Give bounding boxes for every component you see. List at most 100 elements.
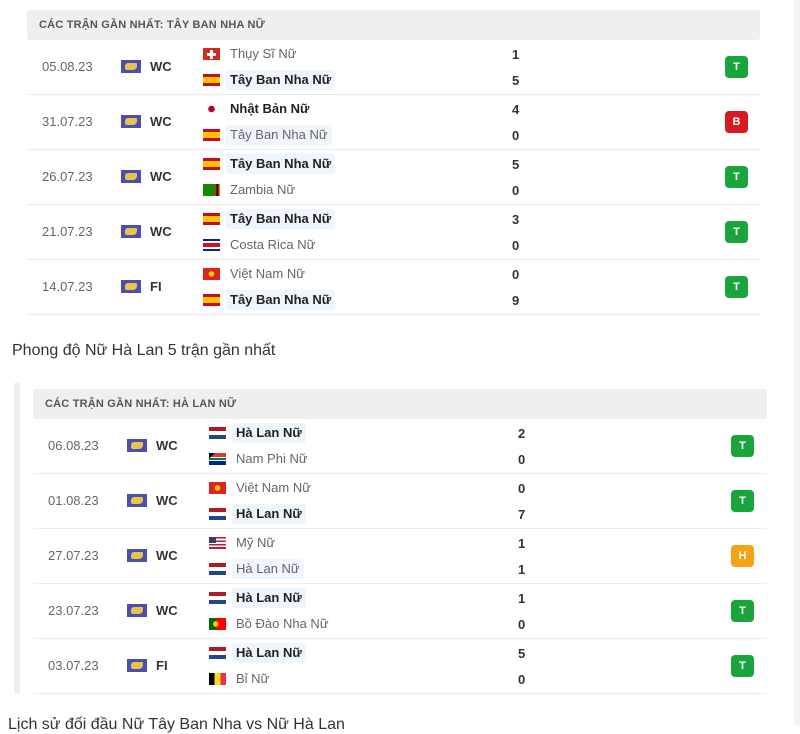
jp-flag-icon (203, 103, 220, 115)
netherlands-recent-matches: CÁC TRẬN GẦN NHẤT: HÀ LAN NỮ 06.08.23 WC H… (33, 389, 767, 694)
result-badge: T (725, 276, 748, 298)
es-flag-icon (203, 158, 220, 170)
match-row[interactable]: 27.07.23 WC Mỹ Nữ Hà Lan Nữ 1 1 H (33, 529, 767, 584)
page-scrollbar-track[interactable] (794, 0, 800, 725)
team-name[interactable]: Tây Ban Nha Nữ (226, 154, 336, 174)
result-badge: T (725, 56, 748, 78)
tournament-icon (121, 115, 141, 128)
match-row[interactable]: 26.07.23 WC Tây Ban Nha Nữ Zambia Nữ 5 0 T (27, 150, 760, 205)
result-badge: H (731, 545, 754, 567)
tournament-icon (121, 60, 141, 73)
league-name[interactable]: FI (156, 658, 168, 673)
es-flag-icon (203, 213, 220, 225)
za-flag-icon (209, 453, 226, 465)
league-name[interactable]: WC (150, 224, 172, 239)
match-date: 27.07.23 (48, 548, 99, 563)
nl-flag-icon (209, 592, 226, 604)
es-flag-icon (203, 129, 220, 141)
match-date: 23.07.23 (48, 603, 99, 618)
nl-flag-icon (209, 563, 226, 575)
zm-flag-icon (203, 184, 220, 196)
league-name[interactable]: WC (150, 114, 172, 129)
team-name[interactable]: Việt Nam Nữ (236, 480, 311, 495)
away-score: 5 (512, 73, 520, 88)
tournament-icon (127, 659, 147, 672)
match-date: 21.07.23 (42, 224, 93, 239)
team-name[interactable]: Bỉ Nữ (236, 671, 270, 686)
result-badge: T (731, 435, 754, 457)
team-name[interactable]: Mỹ Nữ (236, 535, 276, 550)
vn-flag-icon (209, 482, 226, 494)
team-name[interactable]: Tây Ban Nha Nữ (226, 70, 336, 90)
match-row[interactable]: 21.07.23 WC Tây Ban Nha Nữ Costa Rica Nữ 3 0 T (27, 205, 760, 260)
home-score: 1 (518, 591, 526, 606)
team-name[interactable]: Hà Lan Nữ (232, 423, 306, 443)
away-score: 0 (512, 238, 520, 253)
home-score: 1 (512, 47, 520, 62)
nl-flag-icon (209, 647, 226, 659)
match-date: 01.08.23 (48, 493, 99, 508)
match-row[interactable]: 23.07.23 WC Hà Lan Nữ Bồ Đào Nha Nữ 1 0 T (33, 584, 767, 639)
league-name[interactable]: WC (156, 603, 178, 618)
match-row[interactable]: 06.08.23 WC Hà Lan Nữ Nam Phi Nữ 2 0 T (33, 419, 767, 474)
tournament-icon (127, 604, 147, 617)
match-row[interactable]: 03.07.23 FI Hà Lan Nữ Bỉ Nữ 5 0 T (33, 639, 767, 694)
ch-flag-icon (203, 48, 220, 60)
match-row[interactable]: 05.08.23 WC Thụy Sĩ Nữ Tây Ban Nha Nữ 1 5 T (27, 40, 760, 95)
away-score: 0 (518, 452, 526, 467)
away-score: 0 (518, 672, 526, 687)
result-badge: T (731, 600, 754, 622)
team-name[interactable]: Hà Lan Nữ (232, 504, 306, 524)
away-score: 0 (512, 128, 520, 143)
section-header: CÁC TRẬN GẦN NHẤT: TÂY BAN NHA NỮ (27, 10, 760, 40)
team-name[interactable]: Bồ Đào Nha Nữ (236, 616, 329, 631)
team-name[interactable]: Tây Ban Nha Nữ (226, 125, 332, 145)
home-score: 5 (518, 646, 526, 661)
home-score: 0 (518, 481, 526, 496)
cr-flag-icon (203, 239, 220, 251)
match-row[interactable]: 01.08.23 WC Việt Nam Nữ Hà Lan Nữ 0 7 T (33, 474, 767, 529)
away-score: 1 (518, 562, 526, 577)
result-badge: T (731, 655, 754, 677)
home-score: 3 (512, 212, 520, 227)
league-name[interactable]: WC (150, 169, 172, 184)
team-name[interactable]: Hà Lan Nữ (232, 643, 306, 663)
away-score: 9 (512, 293, 520, 308)
spain-recent-matches: CÁC TRẬN GẦN NHẤT: TÂY BAN NHA NỮ 05.08.… (27, 10, 760, 315)
team-name[interactable]: Nhật Bản Nữ (230, 101, 310, 116)
match-date: 05.08.23 (42, 59, 93, 74)
tournament-icon (127, 549, 147, 562)
away-score: 0 (518, 617, 526, 632)
match-date: 03.07.23 (48, 658, 99, 673)
h2h-title: Lịch sử đối đầu Nữ Tây Ban Nha vs Nữ Hà … (8, 716, 345, 733)
team-name[interactable]: Việt Nam Nữ (230, 266, 305, 281)
team-name[interactable]: Costa Rica Nữ (230, 237, 316, 252)
result-badge: T (725, 166, 748, 188)
league-name[interactable]: WC (156, 548, 178, 563)
team-name[interactable]: Zambia Nữ (230, 182, 296, 197)
match-date: 26.07.23 (42, 169, 93, 184)
tournament-icon (121, 225, 141, 238)
nl-flag-icon (209, 427, 226, 439)
team-name[interactable]: Tây Ban Nha Nữ (226, 290, 336, 310)
match-row[interactable]: 31.07.23 WC Nhật Bản Nữ Tây Ban Nha Nữ 4 0 B (27, 95, 760, 150)
team-name[interactable]: Hà Lan Nữ (232, 588, 306, 608)
match-date: 06.08.23 (48, 438, 99, 453)
us-flag-icon (209, 537, 226, 549)
league-name[interactable]: WC (156, 493, 178, 508)
vn-flag-icon (203, 268, 220, 280)
league-name[interactable]: FI (150, 279, 162, 294)
league-name[interactable]: WC (156, 438, 178, 453)
result-badge: T (731, 490, 754, 512)
result-badge: T (725, 221, 748, 243)
match-date: 31.07.23 (42, 114, 93, 129)
tournament-icon (127, 494, 147, 507)
team-name[interactable]: Tây Ban Nha Nữ (226, 209, 336, 229)
team-name[interactable]: Nam Phi Nữ (236, 451, 308, 466)
team-name[interactable]: Hà Lan Nữ (232, 559, 304, 579)
match-row[interactable]: 14.07.23 FI Việt Nam Nữ Tây Ban Nha Nữ 0 9 T (27, 260, 760, 315)
team-name[interactable]: Thụy Sĩ Nữ (230, 46, 297, 61)
league-name[interactable]: WC (150, 59, 172, 74)
result-badge: B (725, 111, 748, 133)
home-score: 2 (518, 426, 526, 441)
